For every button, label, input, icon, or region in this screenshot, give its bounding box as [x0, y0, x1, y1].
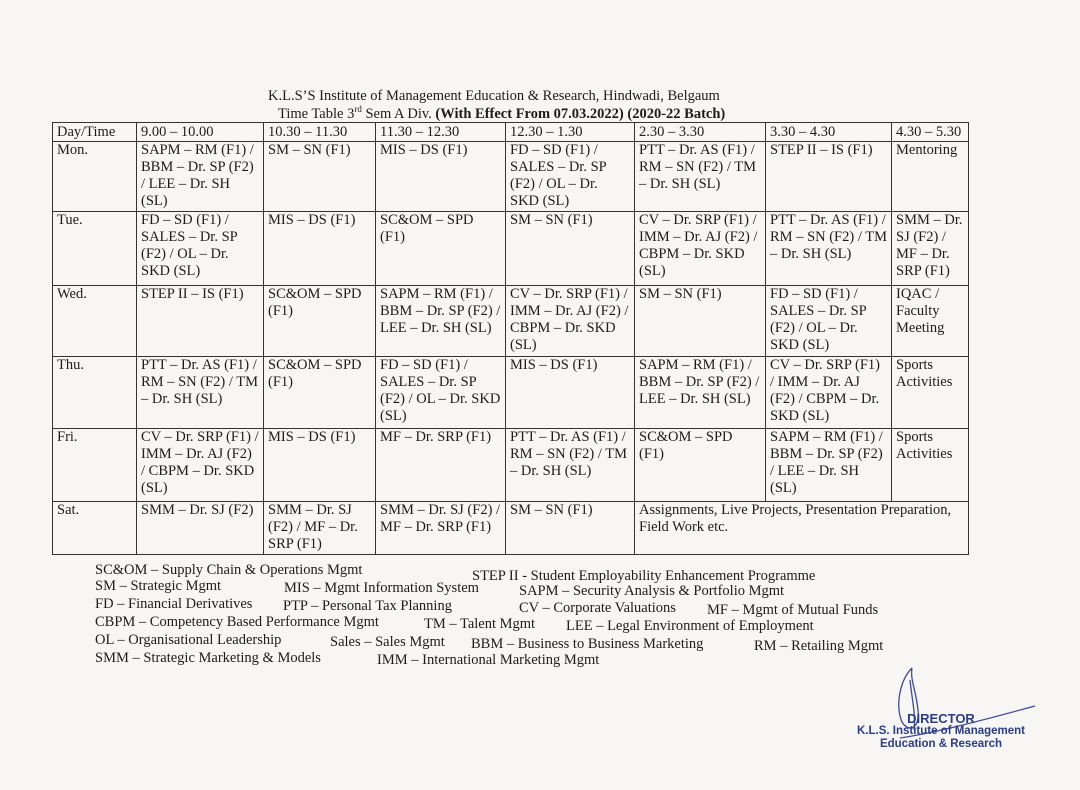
column-header: Day/Time — [52, 122, 137, 142]
timetable-cell: PTT – Dr. AS (F1) / RM – SN (F2) / TM – … — [136, 356, 264, 429]
timetable-cell: CV – Dr. SRP (F1) / IMM – Dr. AJ (F2) / … — [505, 285, 635, 357]
timetable-cell: Sports Activities — [891, 356, 969, 429]
legend-entry: PTP – Personal Tax Planning — [283, 598, 452, 614]
timetable-cell: MIS – DS (F1) — [505, 356, 635, 429]
legend-entry: SAPM – Security Analysis & Portfolio Mgm… — [519, 583, 785, 599]
header-row: Day/Time 9.00 – 10.00 10.30 – 11.30 11.30 –… — [52, 122, 969, 142]
table-row: Sat. SMM – Dr. SJ (F2) SMM – Dr. SJ (F2) /… — [52, 501, 969, 555]
day-cell: Mon. — [52, 141, 137, 212]
legend-entry: CBPM – Competency Based Performance Mgmt — [95, 614, 379, 630]
column-header: 10.30 – 11.30 — [263, 122, 376, 142]
timetable-cell: FD – SD (F1) / SALES – Dr. SP (F2) / OL … — [765, 285, 892, 357]
timetable-cell: SM – SN (F1) — [505, 501, 635, 555]
column-header: 12.30 – 1.30 — [505, 122, 635, 142]
legend-entry: SM – Strategic Mgmt — [95, 578, 222, 594]
table-row: Wed. STEP II – IS (F1) SC&OM – SPD (F1) SAP… — [52, 285, 969, 357]
timetable-cell: PTT – Dr. AS (F1) / RM – SN (F2) / TM – … — [634, 141, 766, 212]
timetable-cell: SAPM – RM (F1) / BBM – Dr. SP (F2) / LEE… — [634, 356, 766, 429]
legend-entry: TM – Talent Mgmt — [424, 616, 536, 632]
legend-entry: RM – Retailing Mgmt — [754, 638, 884, 654]
timetable-cell: Sports Activities — [891, 428, 969, 502]
timetable-cell: SC&OM – SPD (F1) — [375, 211, 506, 286]
timetable-cell: FD – SD (F1) / SALES – Dr. SP (F2) / OL … — [136, 211, 264, 286]
timetable-cell: SAPM – RM (F1) / BBM – Dr. SP (F2) / LEE… — [136, 141, 264, 212]
legend-entry: MF – Mgmt of Mutual Funds — [707, 602, 879, 618]
day-cell: Thu. — [52, 356, 137, 429]
timetable-cell: FD – SD (F1) / SALES – Dr. SP (F2) / OL … — [505, 141, 635, 212]
column-header: 2.30 – 3.30 — [634, 122, 766, 142]
timetable-cell: SAPM – RM (F1) / BBM – Dr. SP (F2) / LEE… — [375, 285, 506, 357]
timetable-cell: PTT – Dr. AS (F1) / RM – SN (F2) / TM – … — [765, 211, 892, 286]
timetable-subtitle: Time Table 3rd Sem A Div. (With Effect F… — [278, 104, 726, 122]
legend-entry: SC&OM – Supply Chain & Operations Mgmt — [95, 562, 363, 578]
timetable-cell: MIS – DS (F1) — [263, 428, 376, 502]
table-row: Fri. CV – Dr. SRP (F1) / IMM – Dr. AJ (F2… — [52, 428, 969, 502]
legend-entry: LEE – Legal Environment of Employment — [566, 618, 814, 634]
timetable-cell: Assignments, Live Projects, Presentation… — [634, 501, 969, 555]
director-stamp: DIRECTOR K.L.S. Institute of Management … — [856, 711, 1026, 750]
day-cell: Sat. — [52, 501, 137, 555]
timetable-cell: SMM – Dr. SJ (F2) — [136, 501, 264, 555]
column-header: 3.30 – 4.30 — [765, 122, 892, 142]
legend-entry: OL – Organisational Leadership — [95, 632, 282, 648]
timetable-cell: STEP II – IS (F1) — [136, 285, 264, 357]
timetable-cell: PTT – Dr. AS (F1) / RM – SN (F2) / TM – … — [505, 428, 635, 502]
timetable-cell: SM – SN (F1) — [263, 141, 376, 212]
table-row: Mon. SAPM – RM (F1) / BBM – Dr. SP (F2) /… — [52, 141, 969, 212]
legend-entry: Sales – Sales Mgmt — [330, 634, 445, 650]
timetable-cell: MIS – DS (F1) — [263, 211, 376, 286]
timetable-cell: SAPM – RM (F1) / BBM – Dr. SP (F2) / LEE… — [765, 428, 892, 502]
timetable-cell: CV – Dr. SRP (F1) / IMM – Dr. AJ (F2) / … — [765, 356, 892, 429]
timetable-cell: CV – Dr. SRP (F1) / IMM – Dr. AJ (F2) / … — [136, 428, 264, 502]
director-signature — [898, 667, 1036, 739]
legend-entry: STEP II - Student Employability Enhancem… — [472, 568, 816, 584]
timetable-cell: SM – SN (F1) — [505, 211, 635, 286]
day-cell: Fri. — [52, 428, 137, 502]
timetable-cell: SMM – Dr. SJ (F2) / MF – Dr. SRP (F1) — [891, 211, 969, 286]
timetable-cell: SM – SN (F1) — [634, 285, 766, 357]
legend-entry: SMM – Strategic Marketing & Models — [95, 650, 321, 666]
timetable-cell: SC&OM – SPD (F1) — [263, 285, 376, 357]
day-cell: Tue. — [52, 211, 137, 286]
column-header: 9.00 – 10.00 — [136, 122, 264, 142]
institute-title: K.L.S’S Institute of Management Educatio… — [268, 88, 720, 104]
timetable-cell: SMM – Dr. SJ (F2) / MF – Dr. SRP (F1) — [263, 501, 376, 555]
timetable-cell: CV – Dr. SRP (F1) / IMM – Dr. AJ (F2) / … — [634, 211, 766, 286]
legend-entry: MIS – Mgmt Information System — [284, 580, 479, 596]
timetable-cell: IQAC / Faculty Meeting — [891, 285, 969, 357]
timetable-cell: STEP II – IS (F1) — [765, 141, 892, 212]
table-row: Tue. FD – SD (F1) / SALES – Dr. SP (F2) /… — [52, 211, 969, 286]
legend-entry: FD – Financial Derivatives — [95, 596, 253, 612]
legend-entry: IMM – International Marketing Mgmt — [377, 652, 600, 668]
column-header: 11.30 – 12.30 — [375, 122, 506, 142]
column-header: 4.30 – 5.30 — [891, 122, 969, 142]
legend-entry: CV – Corporate Valuations — [519, 600, 676, 616]
timetable-cell: SC&OM – SPD (F1) — [263, 356, 376, 429]
legend-entry: BBM – Business to Business Marketing — [471, 636, 704, 652]
day-cell: Wed. — [52, 285, 137, 357]
timetable-cell: SC&OM – SPD (F1) — [634, 428, 766, 502]
timetable-cell: MIS – DS (F1) — [375, 141, 506, 212]
timetable-cell: SMM – Dr. SJ (F2) / MF – Dr. SRP (F1) — [375, 501, 506, 555]
timetable-cell: FD – SD (F1) / SALES – Dr. SP (F2) / OL … — [375, 356, 506, 429]
timetable-cell: Mentoring — [891, 141, 969, 212]
table-row: Thu. PTT – Dr. AS (F1) / RM – SN (F2) / T… — [52, 356, 969, 429]
timetable-cell: MF – Dr. SRP (F1) — [375, 428, 506, 502]
timetable: Day/Time 9.00 – 10.00 10.30 – 11.30 11.30 –… — [52, 122, 969, 555]
